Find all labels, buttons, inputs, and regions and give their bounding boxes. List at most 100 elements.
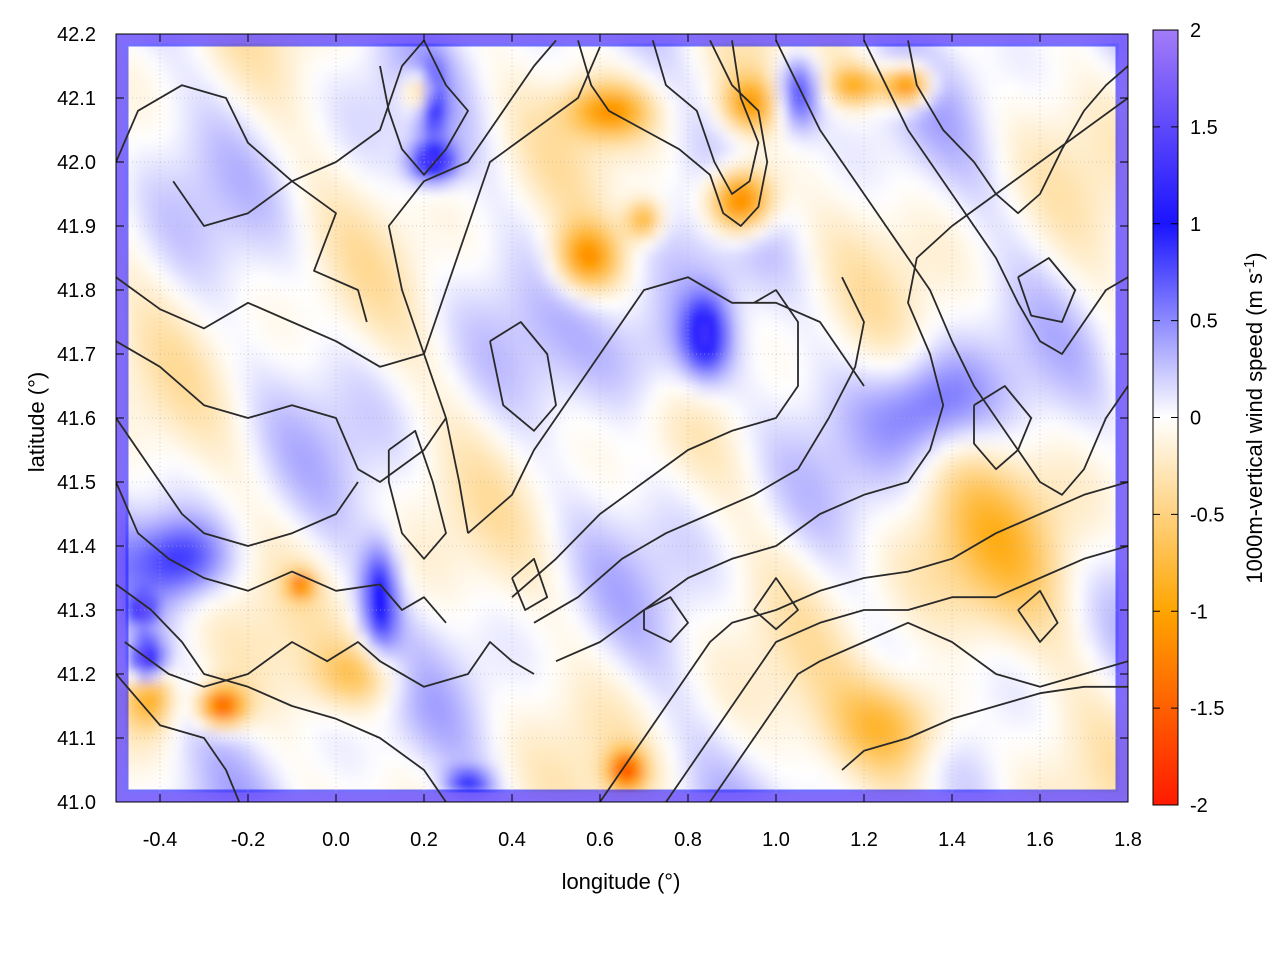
field-cell	[688, 682, 700, 695]
field-cell	[237, 406, 249, 419]
field-cell	[677, 586, 689, 599]
field-cell	[314, 670, 326, 683]
field-cell	[369, 142, 381, 155]
field-cell	[303, 562, 315, 575]
field-cell	[204, 442, 216, 455]
field-cell	[633, 298, 645, 311]
field-cell	[1073, 502, 1085, 515]
field-cell	[765, 550, 777, 563]
field-cell	[589, 334, 601, 347]
field-cell	[644, 238, 656, 251]
field-cell	[853, 658, 865, 671]
field-cell	[1084, 418, 1096, 431]
field-cell	[490, 358, 502, 371]
field-cell	[468, 382, 480, 395]
field-cell	[1073, 310, 1085, 323]
field-cell	[743, 250, 755, 263]
field-cell	[259, 346, 271, 359]
field-cell	[182, 226, 194, 239]
field-cell	[765, 502, 777, 515]
field-cell	[182, 406, 194, 419]
field-cell	[545, 466, 557, 479]
field-cell	[853, 706, 865, 719]
field-cell	[391, 274, 403, 287]
field-cell	[479, 358, 491, 371]
field-cell	[732, 502, 744, 515]
field-cell	[1018, 538, 1030, 551]
field-cell	[413, 298, 425, 311]
field-cell	[644, 430, 656, 443]
field-cell	[127, 646, 139, 659]
field-cell	[391, 538, 403, 551]
field-cell	[369, 478, 381, 491]
field-cell	[1084, 250, 1096, 263]
field-cell	[1095, 706, 1107, 719]
field-cell	[919, 514, 931, 527]
field-cell	[1051, 730, 1063, 743]
field-cell	[644, 154, 656, 167]
field-cell	[886, 778, 898, 791]
field-cell	[391, 250, 403, 263]
field-cell	[611, 358, 623, 371]
field-cell	[1007, 358, 1019, 371]
field-cell	[567, 226, 579, 239]
field-cell	[710, 334, 722, 347]
field-cell	[886, 766, 898, 779]
field-cell	[490, 298, 502, 311]
field-cell	[1084, 406, 1096, 419]
field-cell	[545, 538, 557, 551]
field-cell	[292, 238, 304, 251]
field-cell	[479, 502, 491, 515]
field-cell	[127, 466, 139, 479]
field-cell	[886, 274, 898, 287]
field-cell	[336, 634, 348, 647]
field-cell	[666, 550, 678, 563]
field-cell	[1040, 274, 1052, 287]
field-cell	[853, 262, 865, 275]
field-cell	[380, 178, 392, 191]
field-cell	[765, 490, 777, 503]
field-cell	[534, 742, 546, 755]
field-cell	[479, 406, 491, 419]
field-cell	[424, 670, 436, 683]
field-cell	[974, 586, 986, 599]
field-cell	[369, 694, 381, 707]
field-cell	[941, 166, 953, 179]
field-cell	[853, 598, 865, 611]
field-cell	[897, 226, 909, 239]
field-cell	[787, 586, 799, 599]
field-cell	[1095, 490, 1107, 503]
field-cell	[490, 346, 502, 359]
field-cell	[512, 406, 524, 419]
field-cell	[710, 706, 722, 719]
field-cell	[919, 250, 931, 263]
field-cell	[677, 238, 689, 251]
field-cell	[1040, 778, 1052, 791]
field-cell	[292, 274, 304, 287]
field-cell	[204, 778, 216, 791]
field-cell	[259, 634, 271, 647]
field-cell	[204, 358, 216, 371]
field-cell	[193, 202, 205, 215]
field-cell	[314, 286, 326, 299]
field-cell	[1106, 442, 1118, 455]
field-cell	[897, 442, 909, 455]
field-cell	[930, 166, 942, 179]
field-cell	[787, 766, 799, 779]
field-cell	[688, 310, 700, 323]
field-cell	[941, 586, 953, 599]
field-cell	[699, 478, 711, 491]
field-cell	[963, 490, 975, 503]
field-cell	[842, 694, 854, 707]
field-cell	[424, 658, 436, 671]
field-cell	[248, 394, 260, 407]
field-cell	[1029, 202, 1041, 215]
field-cell	[897, 178, 909, 191]
field-cell	[138, 694, 150, 707]
field-cell	[347, 502, 359, 515]
field-cell	[732, 706, 744, 719]
field-cell	[897, 526, 909, 539]
field-cell	[996, 466, 1008, 479]
field-cell	[138, 382, 150, 395]
field-cell	[358, 346, 370, 359]
